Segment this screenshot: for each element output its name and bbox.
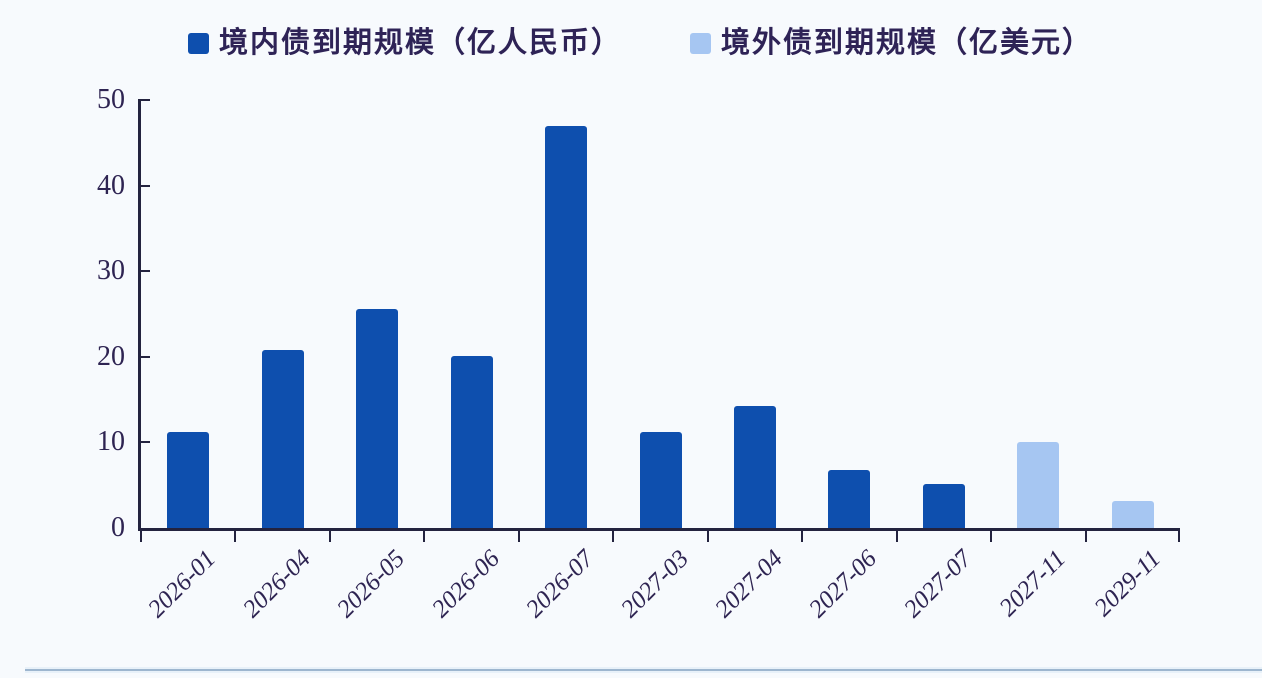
bar-2027-07 [922, 484, 965, 528]
y-axis-tick-label: 40 [97, 169, 125, 201]
legend-item-overseas: 境外债到期规模（亿美元） [690, 26, 1093, 60]
bar-2027-11 [1017, 442, 1060, 528]
bar-2026-06 [450, 355, 493, 528]
bar-2027-03 [639, 432, 682, 528]
bar-2026-04 [261, 349, 304, 528]
y-axis-tick-label: 10 [97, 426, 125, 458]
x-axis-tick [707, 528, 709, 542]
x-axis-tick [801, 528, 803, 542]
x-axis-tick [234, 528, 236, 542]
x-axis-tick [1178, 528, 1180, 542]
x-axis-tick [140, 528, 142, 542]
y-axis-tick [138, 184, 150, 187]
legend-label-overseas: 境外债到期规模（亿美元） [721, 27, 1094, 59]
x-axis-tick [896, 528, 898, 542]
x-axis-tick [329, 528, 331, 542]
x-axis-tick [612, 528, 614, 542]
y-axis-tick-label: 0 [111, 512, 125, 543]
y-axis-tick-label: 50 [97, 84, 125, 115]
bar-2026-01 [167, 432, 210, 528]
x-axis-tick [423, 528, 425, 542]
y-axis-tick [138, 99, 150, 101]
chart-legend: 境内债到期规模（亿人民币） 境外债到期规模（亿美元） [0, 26, 1262, 60]
y-axis-tick-label: 30 [97, 255, 125, 287]
y-axis-tick-label: 20 [97, 340, 125, 372]
y-axis-tick [138, 270, 150, 273]
legend-item-domestic: 境内债到期规模（亿人民币） [188, 26, 622, 60]
x-axis-tick [1085, 528, 1087, 542]
bar-2029-11 [1111, 501, 1154, 528]
x-axis-tick [518, 528, 520, 542]
legend-swatch-overseas-icon [690, 32, 711, 54]
bar-2027-06 [828, 469, 871, 528]
x-axis-tick [990, 528, 992, 542]
bottom-divider [25, 667, 1262, 673]
plot-area: 0 10 20 30 40 50 2026-01 2026-04 2026-05 2026-06 2… [97, 86, 1180, 623]
bar-2027-04 [733, 405, 776, 528]
y-axis-tick [138, 441, 150, 444]
legend-swatch-domestic-icon [188, 32, 209, 54]
bar-2026-07 [545, 125, 588, 528]
y-axis-tick [138, 355, 150, 358]
legend-label-domestic: 境内债到期规模（亿人民币） [219, 27, 623, 59]
bar-2026-05 [356, 308, 399, 528]
